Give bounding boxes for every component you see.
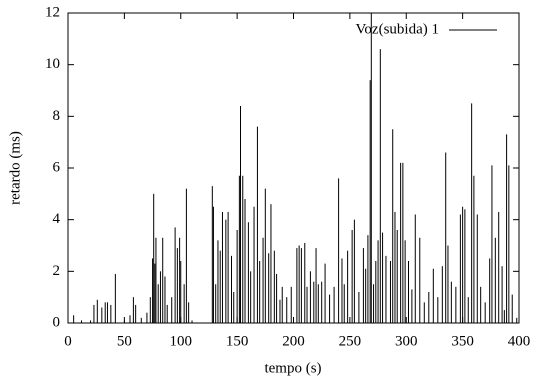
- x-tick-label: 300: [395, 333, 418, 349]
- x-tick-label: 100: [170, 333, 193, 349]
- x-tick-label: 400: [508, 333, 531, 349]
- y-tick-label: 12: [45, 4, 60, 20]
- y-tick-label: 6: [53, 159, 61, 175]
- x-tick-label: 200: [282, 333, 305, 349]
- x-tick-label: 250: [339, 333, 362, 349]
- legend-label: Voz(subida) 1: [356, 21, 439, 37]
- y-tick-label: 2: [53, 263, 61, 279]
- plot-frame: [67, 12, 520, 324]
- y-tick-label: 0: [53, 314, 61, 330]
- x-tick-label: 350: [451, 333, 474, 349]
- y-tick-label: 8: [53, 108, 61, 124]
- x-axis-label: tempo (s): [264, 360, 321, 376]
- x-tick-label: 50: [117, 333, 132, 349]
- y-tick-label: 10: [45, 56, 60, 72]
- x-tick-label: 0: [64, 333, 72, 349]
- x-tick-label: 150: [226, 333, 249, 349]
- y-tick-label: 4: [53, 211, 61, 227]
- y-axis-label: retardo (ms): [7, 131, 23, 205]
